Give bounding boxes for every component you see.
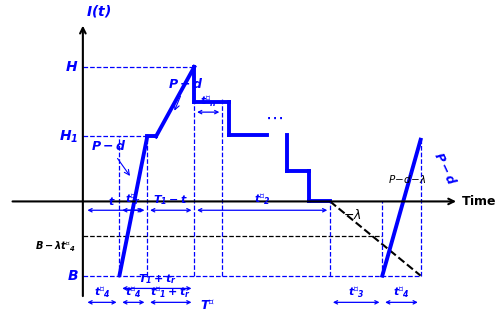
Text: $\bfit{B-\lambda t'_4}$: $\bfit{B-\lambda t'_4}$ <box>36 240 76 254</box>
Text: $-\lambda$: $-\lambda$ <box>344 208 362 222</box>
Text: $\bfit{t'_4}$: $\bfit{t'_4}$ <box>125 285 142 300</box>
Text: $\bfit{t'_2}$: $\bfit{t'_2}$ <box>254 193 270 208</box>
Text: $\bfit{P-d}$: $\bfit{P-d}$ <box>431 150 459 188</box>
Text: $\cdots$: $\cdots$ <box>266 109 283 127</box>
Text: $\bfit{t'_4}$: $\bfit{t'_4}$ <box>94 285 110 300</box>
Text: $\bfit{t'_n}$: $\bfit{t'_n}$ <box>200 94 216 109</box>
Text: $\bfit{t}$: $\bfit{t}$ <box>108 196 116 208</box>
Text: $\bfit{t'_r}$: $\bfit{t'_r}$ <box>126 193 142 208</box>
Text: $\bfit{H_1}$: $\bfit{H_1}$ <box>60 128 78 145</box>
Text: $\bfit{P-d}$: $\bfit{P-d}$ <box>91 140 130 175</box>
Text: $\bfit{T_1-t}$: $\bfit{T_1-t}$ <box>154 194 188 208</box>
Text: $\mathbf{Time}$: $\mathbf{Time}$ <box>460 194 496 209</box>
Text: $\bfit{B}$: $\bfit{B}$ <box>67 269 78 283</box>
Text: $\bfit{H}$: $\bfit{H}$ <box>66 60 78 74</box>
Text: $\bfit{I(t)}$: $\bfit{I(t)}$ <box>86 3 112 19</box>
Text: $\bfit{t'_1+t_r}$: $\bfit{t'_1+t_r}$ <box>150 285 191 300</box>
Text: $\bfit{T'}$: $\bfit{T'}$ <box>200 300 215 313</box>
Text: $\bfit{t'_3}$: $\bfit{t'_3}$ <box>348 285 364 300</box>
Text: $\bfit{t'_4}$: $\bfit{t'_4}$ <box>393 285 410 300</box>
Text: $\bfit{T_1+t_r}$: $\bfit{T_1+t_r}$ <box>138 272 176 286</box>
Text: $P\!-\!d\!-\!\lambda$: $P\!-\!d\!-\!\lambda$ <box>388 173 426 185</box>
Text: $\bfit{P-d}$: $\bfit{P-d}$ <box>168 77 203 110</box>
